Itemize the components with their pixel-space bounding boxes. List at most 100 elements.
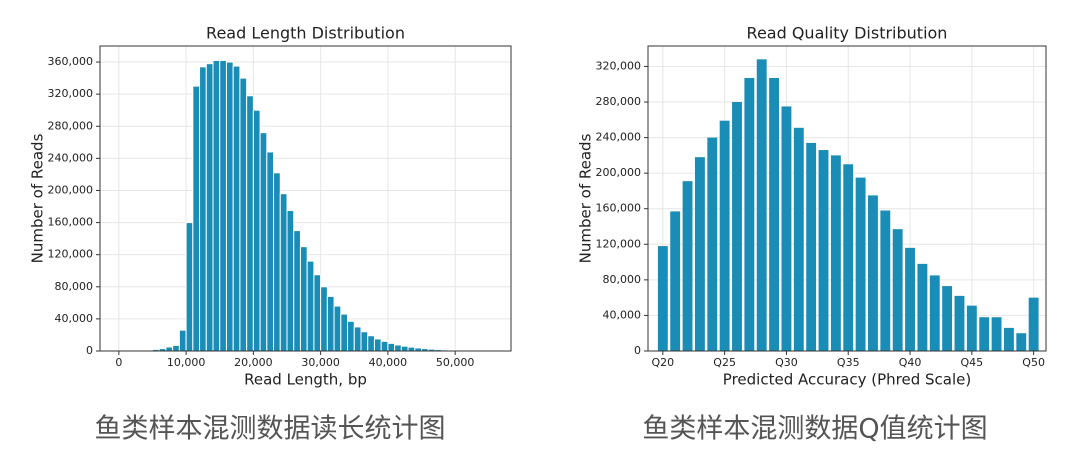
bar [246,95,254,352]
bar [387,342,396,352]
bar [172,344,180,352]
y-tick-label: 80,000 [603,273,642,286]
bar [347,320,355,352]
bar [212,59,221,352]
y-tick-label: 120,000 [48,248,94,261]
y-tick-label: 320,000 [48,87,94,100]
chart-title: Read Quality Distribution [747,24,948,43]
bar [326,295,335,352]
bar [954,295,965,351]
bar [293,230,301,352]
x-axis-label: Read Length, bp [244,371,367,389]
bar [259,132,268,352]
bar [917,263,928,351]
x-tick-label: Q35 [837,356,860,369]
x-tick-label: 40,000 [369,356,408,369]
bar [682,181,693,351]
bar [781,106,792,352]
bar [769,78,780,352]
bar [694,157,705,351]
bar [373,338,382,352]
bar [756,59,767,351]
x-tick-label: 30,000 [301,356,340,369]
x-tick-label: Q25 [713,356,736,369]
bar [793,127,804,351]
x-tick-label: Q20 [652,356,675,369]
y-tick-label: 280,000 [48,119,94,132]
y-tick-label: 120,000 [596,237,642,250]
x-tick-label: 10,000 [167,356,206,369]
bar [719,120,730,351]
bar [185,222,194,352]
y-tick-label: 160,000 [48,216,94,229]
plot-frame [99,45,512,352]
bar [979,317,990,351]
x-tick-label: Q30 [775,356,798,369]
bar [266,151,275,352]
bar [380,340,389,352]
bar [806,142,817,351]
y-tick-label: 40,000 [603,308,642,321]
bar [905,247,915,351]
bar [333,305,342,352]
y-tick-label: 0 [86,344,93,357]
bar [657,246,668,351]
y-tick-label: 200,000 [596,166,642,179]
bar [286,210,295,352]
chart-title: Read Length Distribution [206,24,405,43]
bar [1003,327,1014,351]
x-tick-label: Q40 [899,356,922,369]
plot-frame [647,45,1047,352]
x-tick-label: 20,000 [234,356,273,369]
bar [830,155,841,351]
bar [407,346,416,352]
x-tick-label: 50,000 [436,356,475,369]
bar [868,195,878,351]
bar [400,345,409,352]
y-tick-label: 280,000 [596,95,642,108]
y-tick-label: 200,000 [48,183,94,196]
bar [219,59,227,352]
bar [394,344,402,352]
bar [232,65,241,352]
bar [892,229,903,351]
y-axis-label: Number of Reads [29,133,47,263]
bar [942,286,953,351]
y-tick-label: 160,000 [596,202,642,215]
bar [313,274,322,352]
bar [165,346,174,352]
bar [205,63,214,352]
bar [880,210,891,351]
bar [1016,333,1027,351]
y-tick-label: 240,000 [48,151,94,164]
bar [199,66,207,352]
bar [929,275,940,351]
bar [744,78,755,352]
bar [670,211,681,351]
bar [991,317,1002,351]
y-tick-label: 40,000 [55,312,94,325]
bar [367,335,375,352]
bar [855,177,866,351]
bar [843,164,854,351]
x-tick-label: 0 [115,356,122,369]
x-tick-label: Q50 [1022,356,1045,369]
bar [299,246,308,352]
bar [1028,297,1039,351]
y-tick-label: 240,000 [596,131,642,144]
y-tick-label: 360,000 [48,55,94,68]
bar [340,313,349,352]
bar [818,150,829,351]
bar [320,286,328,352]
bar [178,329,187,352]
bar [966,305,977,351]
caption: 鱼类样本混测数据Q值统计图 [642,414,987,445]
y-tick-label: 320,000 [596,59,642,72]
bar [225,61,234,352]
bar [732,102,742,351]
bar [707,137,718,351]
x-tick-label: Q45 [961,356,984,369]
x-axis-label: Predicted Accuracy (Phred Scale) [723,371,971,389]
y-tick-label: 0 [634,344,641,357]
